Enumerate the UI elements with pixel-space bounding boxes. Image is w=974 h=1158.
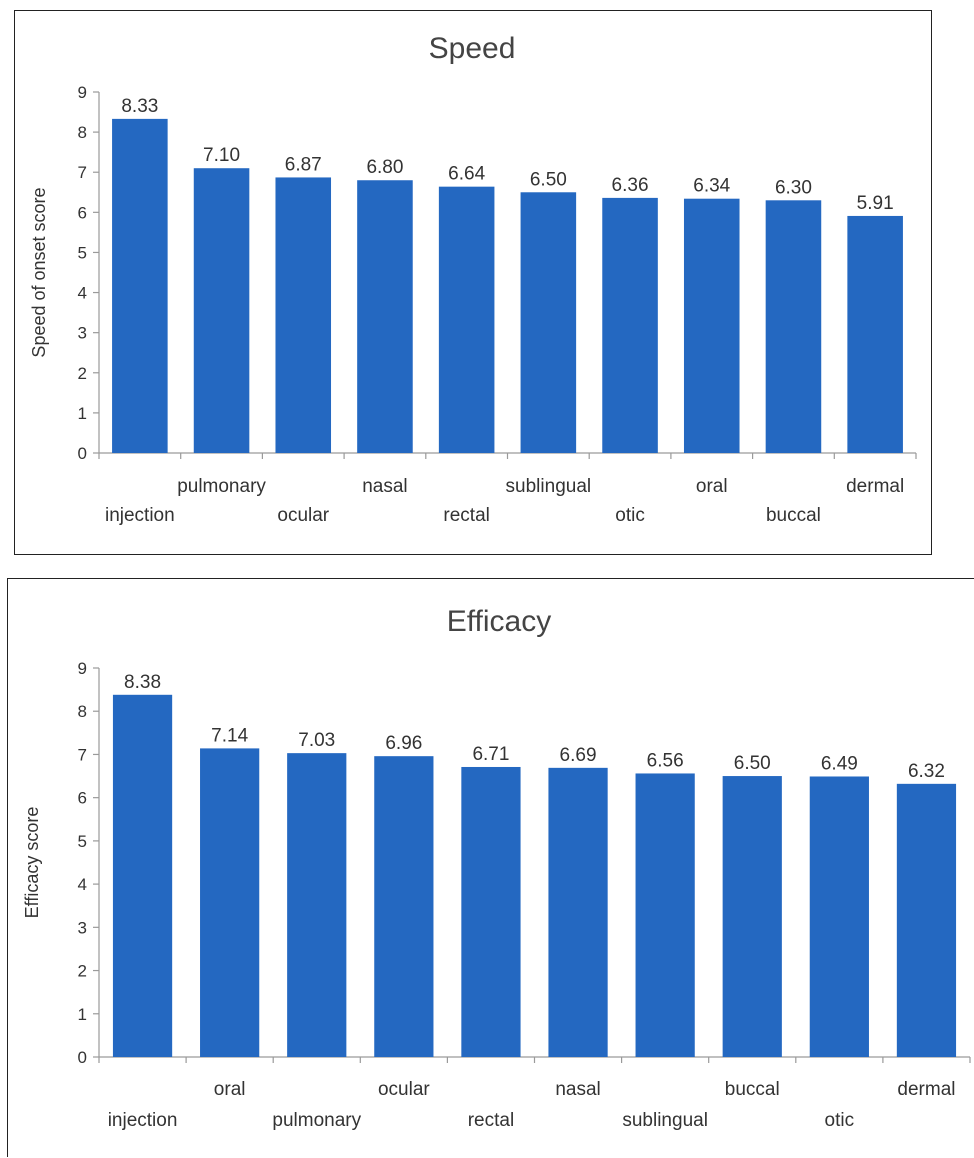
chart-title: Efficacy (447, 605, 552, 638)
y-tick-label: 4 (78, 875, 87, 894)
y-tick-label: 0 (78, 1048, 87, 1067)
value-label-buccal: 6.30 (775, 177, 812, 198)
y-tick-label: 0 (78, 444, 87, 463)
bar-oral (200, 748, 260, 1057)
value-label-nasal: 6.80 (366, 157, 403, 178)
bar-rectal (438, 186, 495, 453)
category-label-pulmonary: pulmonary (272, 1110, 361, 1131)
efficacy-chart-panel: Efficacy Efficacy score 0 1 2 3 4 5 6 7 8 9 8.38 inje… (7, 578, 974, 1157)
bar-rectal (461, 766, 521, 1057)
bar-otic (602, 197, 658, 453)
efficacy-chart: Efficacy Efficacy score 0 1 2 3 4 5 6 7 8 9 8.38 inje… (22, 605, 971, 1131)
y-tick-label: 1 (78, 404, 87, 423)
bar-oral (683, 198, 740, 453)
bar-nasal (357, 180, 413, 453)
category-label-oral: oral (214, 1079, 246, 1100)
category-label-otic: otic (615, 505, 645, 526)
category-label-ocular: ocular (378, 1079, 430, 1100)
value-label-rectal: 6.71 (472, 744, 509, 765)
category-label-pulmonary: pulmonary (177, 476, 266, 497)
y-axis-label: Efficacy score (22, 807, 42, 919)
bar-otic (809, 776, 869, 1057)
bar-buccal (765, 200, 822, 453)
y-tick-label: 2 (78, 364, 87, 383)
bar-dermal (847, 215, 903, 453)
y-tick-label: 3 (78, 918, 87, 937)
category-label-dermal: dermal (897, 1079, 955, 1100)
category-label-nasal: nasal (555, 1079, 600, 1100)
value-label-sublingual: 6.50 (530, 169, 567, 190)
bar-ocular (374, 756, 434, 1057)
category-label-ocular: ocular (277, 505, 329, 526)
y-tick-label: 4 (78, 284, 87, 303)
y-tick-label: 5 (78, 832, 87, 851)
y-tick-label: 8 (78, 702, 87, 721)
value-label-injection: 8.33 (121, 96, 158, 117)
value-label-rectal: 6.64 (448, 164, 485, 185)
value-label-ocular: 6.96 (385, 733, 422, 754)
speed-chart-panel: Speed Speed of onset score 0 1 2 3 4 5 6 7 8 9 8.33 i… (14, 10, 932, 555)
bar-ocular (275, 177, 332, 454)
category-label-dermal: dermal (846, 476, 904, 497)
value-label-pulmonary: 7.03 (298, 730, 335, 751)
value-label-injection: 8.38 (124, 672, 161, 693)
category-label-buccal: buccal (766, 505, 821, 526)
value-label-dermal: 6.32 (908, 761, 945, 782)
y-tick-label: 6 (78, 789, 87, 808)
value-label-dermal: 5.91 (857, 193, 894, 214)
category-label-sublingual: sublingual (506, 476, 592, 497)
value-label-sublingual: 6.56 (647, 750, 684, 771)
category-label-oral: oral (696, 476, 728, 497)
category-label-rectal: rectal (443, 505, 489, 526)
bar-sublingual (520, 192, 577, 453)
y-tick-label: 7 (78, 745, 87, 764)
y-tick-label: 6 (78, 203, 87, 222)
bar-pulmonary (287, 753, 347, 1057)
value-label-otic: 6.49 (821, 753, 858, 774)
y-tick-label: 8 (78, 123, 87, 142)
category-label-buccal: buccal (725, 1079, 780, 1100)
bar-injection (112, 118, 168, 453)
y-axis-label: Speed of onset score (29, 187, 49, 357)
category-label-injection: injection (105, 505, 175, 526)
category-label-injection: injection (108, 1110, 178, 1131)
speed-chart: Speed Speed of onset score 0 1 2 3 4 5 6 7 8 9 8.33 i… (29, 32, 917, 526)
category-label-sublingual: sublingual (622, 1110, 708, 1131)
value-label-pulmonary: 7.10 (203, 145, 240, 166)
y-tick-label: 9 (78, 83, 87, 102)
chart-title: Speed (429, 32, 516, 65)
y-tick-label: 7 (78, 163, 87, 182)
bar-dermal (896, 783, 957, 1057)
bar-injection (112, 694, 173, 1057)
value-label-nasal: 6.69 (560, 745, 597, 766)
y-tick-label: 3 (78, 324, 87, 343)
y-tick-label: 9 (78, 659, 87, 678)
category-label-nasal: nasal (362, 476, 407, 497)
y-tick-label: 5 (78, 243, 87, 262)
bar-pulmonary (193, 168, 250, 453)
y-tick-label: 1 (78, 1005, 87, 1024)
value-label-ocular: 6.87 (285, 154, 322, 175)
bar-nasal (548, 767, 608, 1057)
category-label-rectal: rectal (468, 1110, 514, 1131)
y-tick-label: 2 (78, 962, 87, 981)
category-label-otic: otic (825, 1110, 855, 1131)
value-label-otic: 6.36 (612, 175, 649, 196)
value-label-buccal: 6.50 (734, 753, 771, 774)
bar-buccal (722, 776, 782, 1057)
value-label-oral: 6.34 (693, 176, 730, 197)
value-label-oral: 7.14 (211, 725, 248, 746)
bar-sublingual (635, 773, 695, 1057)
